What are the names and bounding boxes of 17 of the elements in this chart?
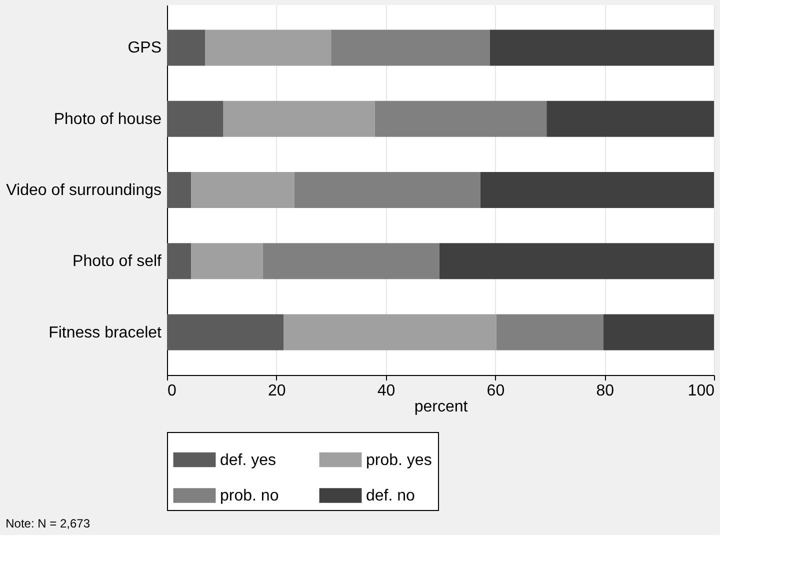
x-tick-label: 100 xyxy=(688,382,715,400)
y-tick-label: GPS xyxy=(128,40,162,57)
y-tick-label: Video of surroundings xyxy=(6,182,162,199)
legend-label: prob. no xyxy=(220,488,279,504)
x-tick-label: 20 xyxy=(268,382,286,400)
text: Note: N = 2,673 xyxy=(6,516,90,530)
x-tick-label: 40 xyxy=(377,382,396,400)
x-axis-title: percent xyxy=(414,398,468,416)
y-tick-label: Photo of self xyxy=(72,253,162,270)
legend-label: def. no xyxy=(366,488,416,504)
y-tick-label: Photo of house xyxy=(54,110,162,128)
x-tick-label: 0 xyxy=(168,382,176,400)
y-tick-label: Fitness bracelet xyxy=(48,324,162,342)
legend-label: prob. yes xyxy=(366,452,432,469)
legend-label: def. yes xyxy=(220,452,276,469)
x-tick-label: 60 xyxy=(486,382,505,400)
x-tick-label: 80 xyxy=(596,382,614,400)
